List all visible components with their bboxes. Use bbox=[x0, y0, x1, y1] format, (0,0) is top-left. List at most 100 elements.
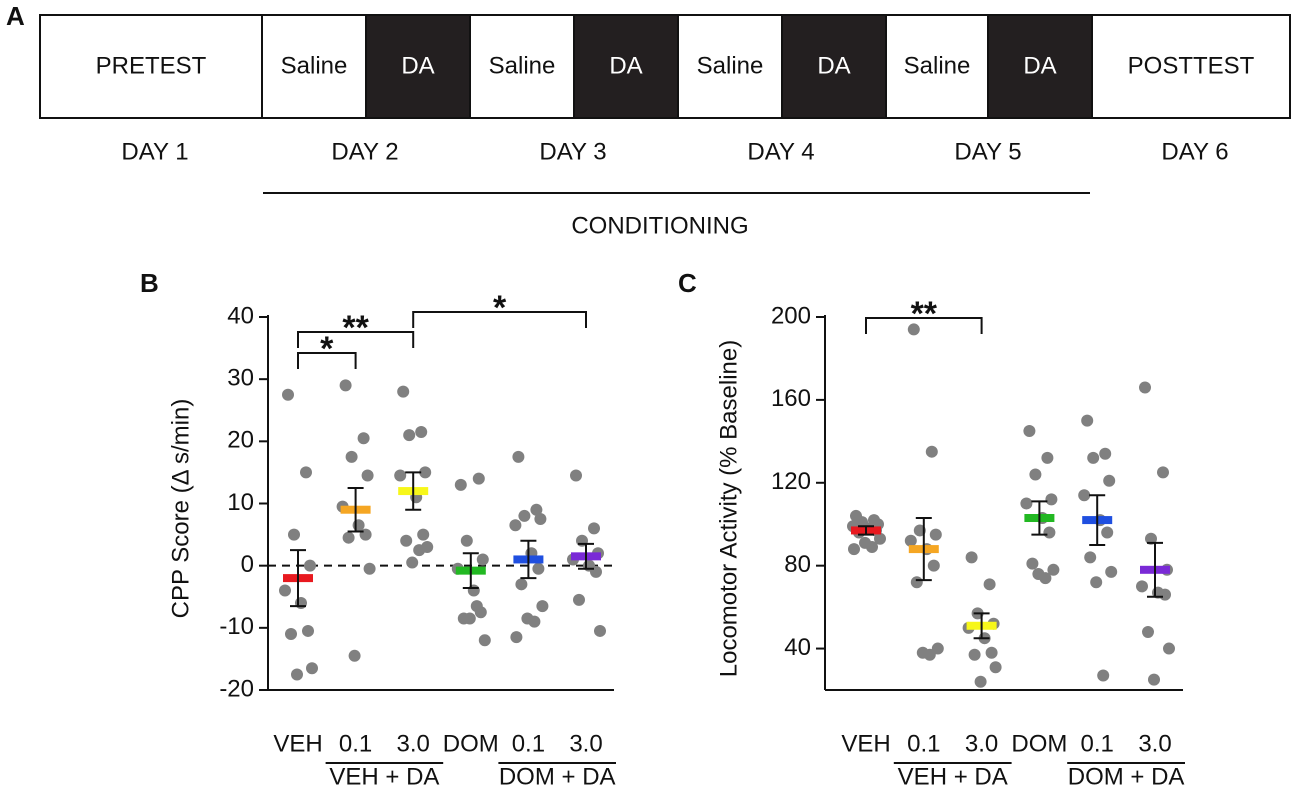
y-tick-label: -10 bbox=[219, 613, 254, 640]
y-tick-label: 30 bbox=[227, 365, 254, 392]
data-point bbox=[1039, 572, 1052, 585]
data-point bbox=[1101, 526, 1114, 539]
y-tick-label: 10 bbox=[227, 489, 254, 516]
data-point bbox=[594, 624, 606, 637]
data-point bbox=[927, 559, 940, 572]
x-tick-label: VEH bbox=[841, 730, 890, 757]
data-point bbox=[866, 541, 878, 554]
day-label: DAY 5 bbox=[954, 138, 1021, 165]
data-point bbox=[1105, 565, 1118, 578]
data-point bbox=[510, 631, 523, 644]
data-point bbox=[348, 649, 361, 662]
data-point bbox=[1157, 466, 1169, 479]
data-point bbox=[288, 528, 300, 541]
data-point bbox=[1103, 474, 1116, 487]
data-point bbox=[476, 553, 489, 566]
data-point bbox=[974, 675, 987, 688]
data-point bbox=[989, 661, 1002, 674]
cell-label: DA bbox=[401, 52, 434, 79]
protocol-cell bbox=[987, 14, 1093, 119]
cell-label: DA bbox=[1023, 52, 1056, 79]
x-tick-label: 3.0 bbox=[965, 730, 998, 757]
group-label: VEH + DA bbox=[329, 763, 439, 790]
group-label: DOM + DA bbox=[1068, 763, 1185, 790]
data-point bbox=[460, 534, 473, 547]
data-point bbox=[509, 519, 522, 532]
data-point bbox=[415, 426, 428, 439]
x-tick-label: 3.0 bbox=[397, 730, 430, 757]
data-point bbox=[573, 593, 585, 606]
data-point bbox=[530, 503, 543, 516]
cell-label: DA bbox=[609, 52, 642, 79]
data-point bbox=[588, 522, 600, 535]
data-point bbox=[1136, 580, 1148, 593]
significance-bracket bbox=[865, 317, 983, 334]
data-point bbox=[512, 450, 525, 463]
x-tick-label: 3.0 bbox=[569, 730, 602, 757]
data-point bbox=[295, 596, 307, 609]
significance-bracket bbox=[412, 311, 587, 328]
x-tick-label: 0.1 bbox=[512, 730, 545, 757]
significance-bracket bbox=[297, 352, 357, 369]
y-tick-label: 160 bbox=[771, 385, 811, 412]
data-point bbox=[1145, 532, 1157, 545]
significance-bracket bbox=[297, 331, 415, 348]
data-point bbox=[397, 385, 410, 398]
y-tick-label: 0 bbox=[241, 551, 254, 578]
data-point bbox=[1020, 497, 1033, 510]
data-point bbox=[1099, 447, 1112, 460]
data-point bbox=[929, 528, 942, 541]
x-tick-label: 0.1 bbox=[1081, 730, 1114, 757]
data-point bbox=[570, 469, 582, 482]
data-point bbox=[925, 445, 938, 458]
group-label: DOM + DA bbox=[499, 763, 616, 790]
data-point bbox=[400, 534, 413, 547]
group-label: VEH + DA bbox=[898, 763, 1008, 790]
data-point bbox=[965, 551, 978, 564]
data-point bbox=[472, 472, 485, 485]
data-point bbox=[983, 578, 996, 591]
data-point bbox=[985, 646, 998, 659]
data-point bbox=[968, 648, 981, 661]
error-bar bbox=[1089, 494, 1106, 546]
error-bar bbox=[858, 525, 874, 536]
protocol-cell bbox=[365, 14, 471, 119]
data-point bbox=[1029, 468, 1042, 481]
data-point bbox=[394, 469, 407, 482]
y-tick-label: 40 bbox=[227, 302, 254, 329]
data-point bbox=[467, 584, 480, 597]
data-point bbox=[590, 565, 602, 578]
error-bar bbox=[405, 471, 422, 511]
protocol-cell bbox=[1091, 14, 1291, 119]
data-point bbox=[361, 469, 374, 482]
panel-letter: C bbox=[678, 268, 697, 298]
data-point bbox=[1142, 625, 1154, 638]
y-tick-label: -20 bbox=[219, 675, 254, 702]
panel-letter: A bbox=[6, 1, 25, 31]
error-bar bbox=[1031, 500, 1048, 536]
data-point bbox=[907, 323, 920, 336]
data-point bbox=[1041, 451, 1054, 464]
data-point bbox=[406, 556, 419, 569]
cell-label: DA bbox=[817, 52, 850, 79]
cell-label: Saline bbox=[904, 52, 971, 79]
day-label: DAY 4 bbox=[747, 138, 814, 165]
y-tick-label: 200 bbox=[771, 302, 811, 329]
data-point bbox=[282, 388, 294, 401]
data-point bbox=[518, 509, 531, 522]
panel-letter: B bbox=[140, 268, 159, 298]
data-point bbox=[515, 578, 528, 591]
x-tick-label: 3.0 bbox=[1138, 730, 1171, 757]
error-bar bbox=[520, 539, 537, 580]
data-point bbox=[534, 513, 547, 526]
data-point bbox=[1087, 451, 1100, 464]
data-point bbox=[359, 528, 372, 541]
data-point bbox=[478, 634, 491, 647]
data-point bbox=[1078, 489, 1091, 502]
significance-label: ** bbox=[911, 295, 938, 333]
x-tick-label: DOM bbox=[443, 730, 499, 757]
cell-label: POSTTEST bbox=[1128, 52, 1255, 79]
data-point bbox=[300, 466, 312, 479]
significance-label: ** bbox=[342, 309, 369, 347]
x-tick-label: 0.1 bbox=[907, 730, 940, 757]
